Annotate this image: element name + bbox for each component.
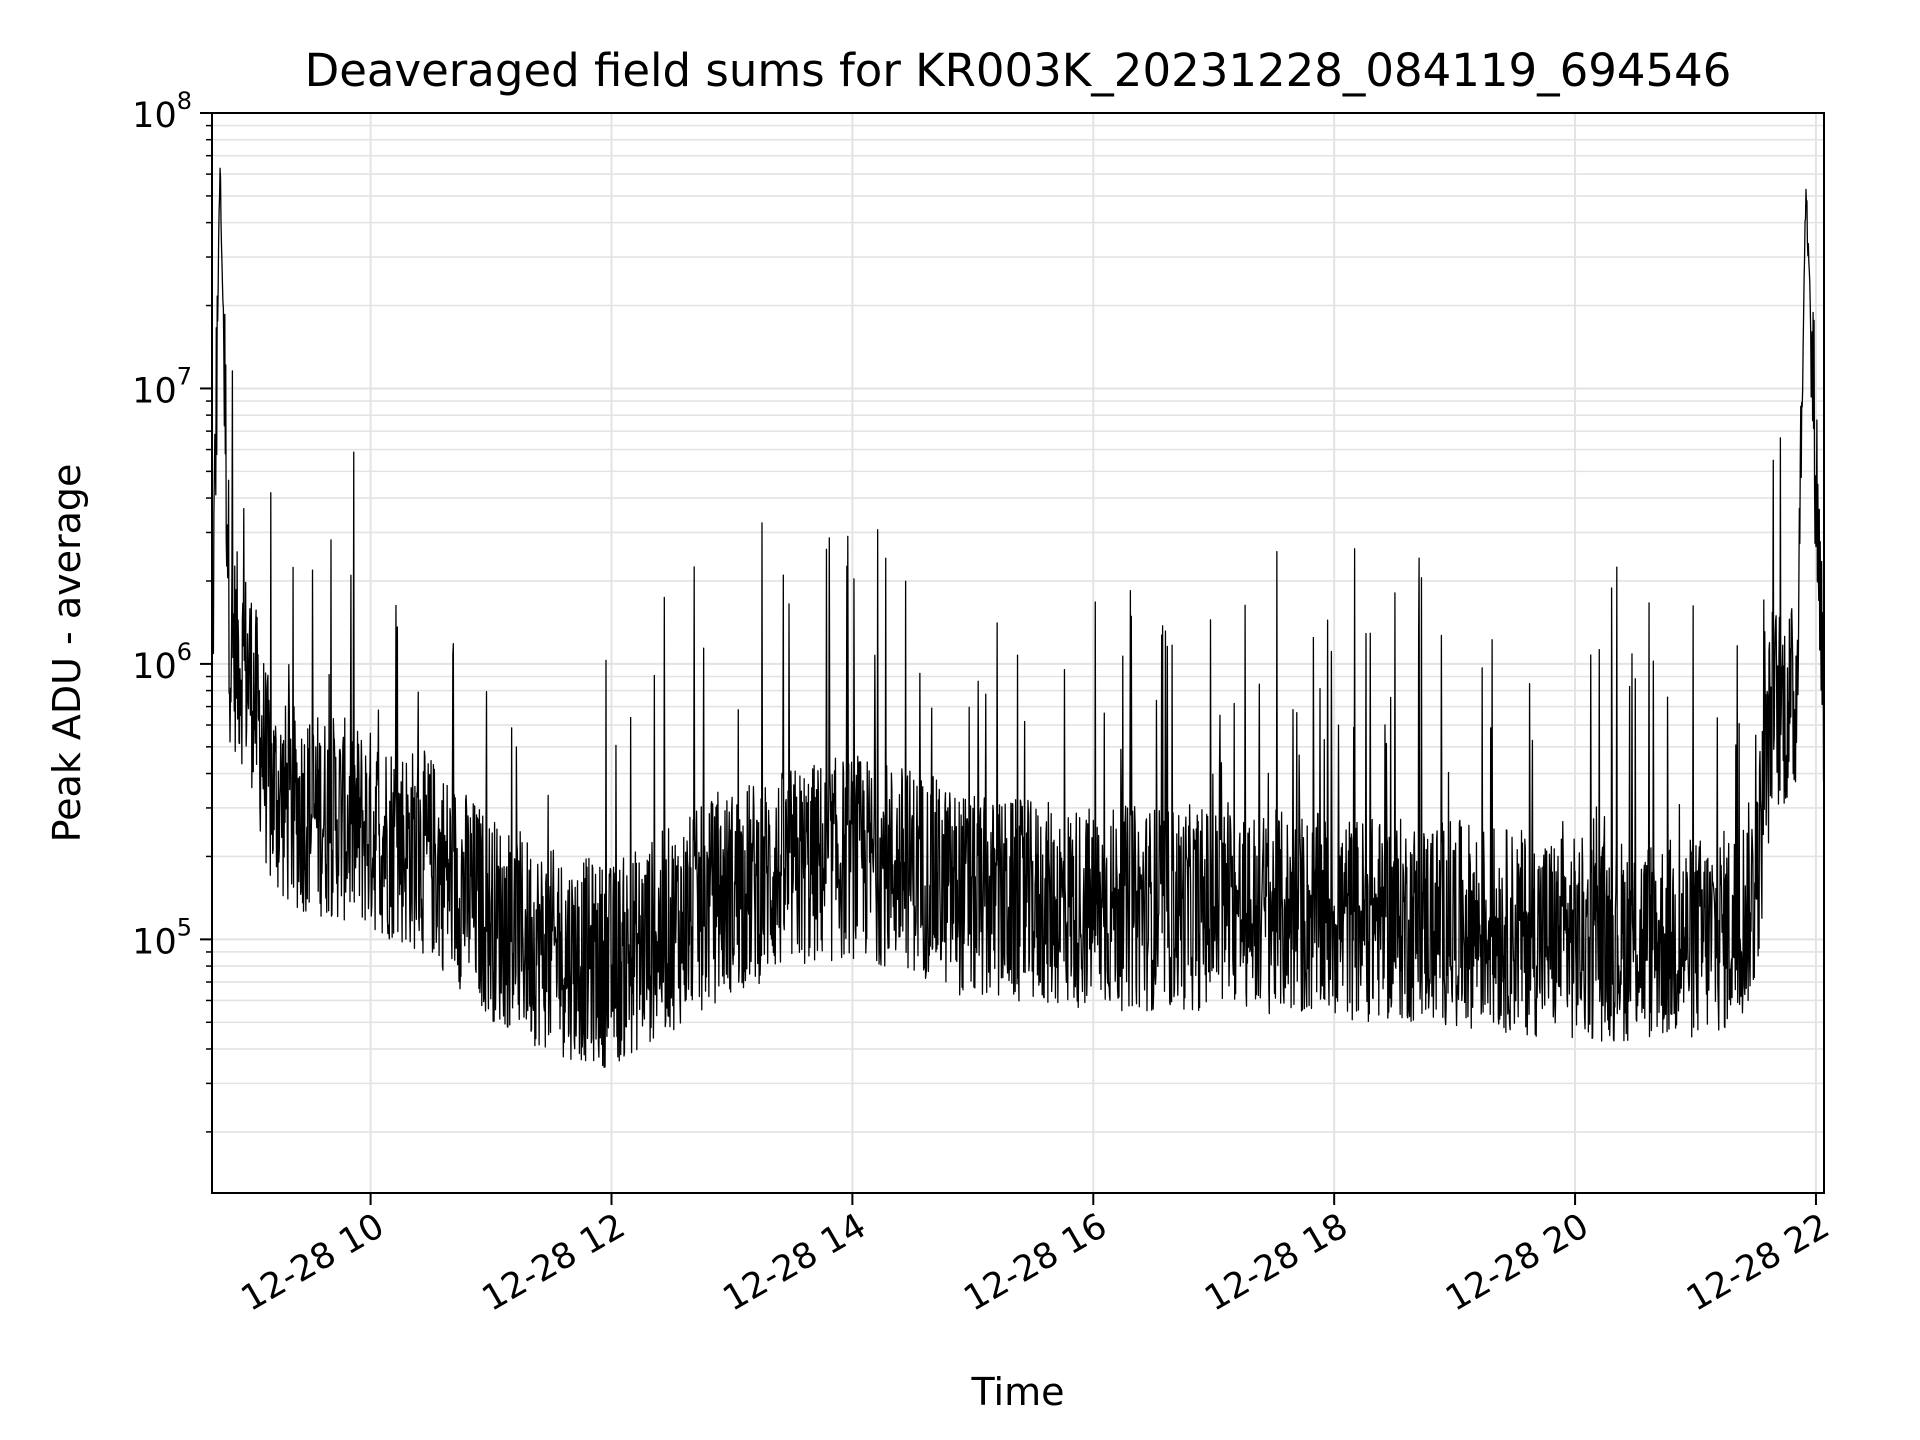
y-tick-label: 106	[132, 638, 192, 687]
y-tick-label: 108	[132, 87, 192, 136]
y-tick-label: 105	[132, 913, 192, 962]
x-axis-label: Time	[971, 1370, 1065, 1414]
y-axis: 105 106 107 108	[132, 87, 212, 1133]
y-tick-label: 107	[132, 362, 192, 411]
y-axis-label: Peak ADU - average	[45, 464, 89, 843]
series-line	[211, 167, 1825, 1068]
chart-title: Deaveraged field sums for KR003K_2023122…	[305, 44, 1732, 97]
plot-frame	[211, 112, 1825, 1194]
